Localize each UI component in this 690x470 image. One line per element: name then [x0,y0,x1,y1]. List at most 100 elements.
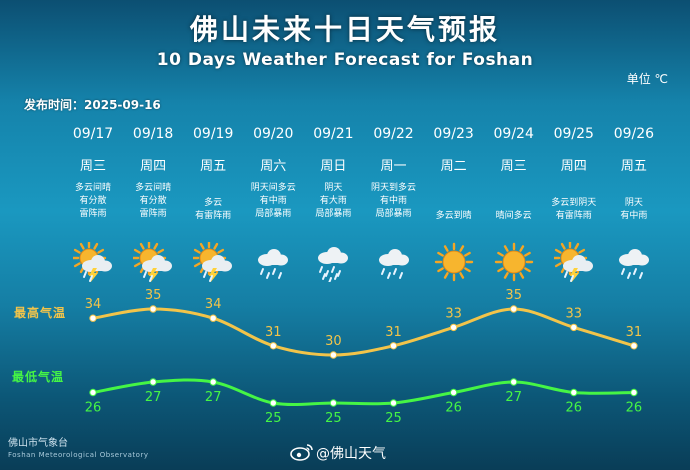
day-date: 09/25 [553,126,594,142]
day-date: 09/24 [493,126,534,142]
day-description: 阴天 有中雨 [604,197,664,223]
day-description: 多云间晴有分散雷阵雨 [63,182,123,221]
weibo-handle: @佛山天气 [316,446,386,462]
day-description-line: 多云到阴天 [551,198,597,208]
day-weekday: 周一 [380,159,407,174]
cloud-rain-icon [618,249,649,279]
low-temp-point [510,378,518,386]
low-temp-value-label: 26 [85,401,102,416]
day-weekday: 周五 [200,159,227,174]
day-description-line: 晴间多云 [495,211,532,221]
low-temp-point [329,399,338,407]
legend-high: 最高气温 [14,306,67,320]
day-description: 阴天 有大雨 局部暴雨 [303,182,363,221]
low-temp-point [269,399,277,407]
high-temp-value-label: 35 [145,288,162,303]
low-temp-value-label: 27 [145,390,162,405]
high-temp-value-label: 34 [85,297,102,312]
day-description-line: 有雷阵雨 [195,211,232,221]
day-description-line: 多云间晴 [74,183,111,193]
high-temp-value-label: 30 [325,334,342,349]
low-temp-value-label: 26 [566,401,583,416]
day-date: 09/21 [313,126,354,142]
high-temp-value-label: 33 [566,306,583,321]
high-temp-point [329,351,338,359]
day-weekday: 周三 [500,159,527,174]
day-description-line: 局部暴雨 [255,209,292,219]
day-weekday: 周四 [140,159,167,174]
unit-label: 单位 ℃ [626,72,668,86]
day-description-line: 阴天到多云 [370,183,416,193]
day-weekday: 周四 [560,159,587,174]
day-description: 阴天间多云有中雨局部暴雨 [243,182,303,221]
issue-date: 2025-09-16 [84,98,161,112]
high-temp-value-label: 33 [445,306,462,321]
low-temp-value-label: 25 [385,411,402,426]
day-description-line: 多云到晴 [435,211,472,221]
high-temp-value-label: 34 [205,297,222,312]
day-date: 09/26 [613,126,655,142]
day-description-line: 有中雨 [620,211,648,221]
high-temp-value-label: 31 [626,325,643,340]
weibo-icon [290,444,313,461]
low-temp-value-label: 25 [325,411,342,426]
day-description-line: 阴天间多云 [250,183,296,193]
day-description: 多云到阴天 有雷阵雨 [544,197,604,223]
day-description-line: 有分散 [139,196,167,206]
sun-icon [434,242,473,282]
day-date: 09/18 [132,126,174,142]
high-temp-point [209,314,217,322]
footer-org-cn: 佛山市气象台 [8,438,68,449]
legend-low: 最低气温 [12,370,65,384]
day-date: 09/23 [433,126,474,142]
low-temp-value-label: 27 [205,390,222,405]
low-temp-point [89,388,97,397]
day-description-line: 有分散 [79,196,107,206]
cloud-rain-icon [258,249,289,279]
day-description-line: 阴天 [624,198,643,208]
low-temp-value-label: 26 [445,401,462,416]
day-date: 09/17 [72,126,114,142]
high-temp-value-label: 31 [265,325,282,340]
day-weekday: 周二 [440,159,467,174]
cloud-rain-icon [378,249,409,279]
day-weekday: 周五 [620,159,647,174]
title-en: 10 Days Weather Forecast for Foshan [156,50,534,70]
high-temp-point [449,323,458,332]
low-temp-point [209,378,217,386]
low-temp-point [389,399,398,407]
day-description-line: 雷阵雨 [139,209,167,219]
sun-icon [494,242,533,282]
footer-org-en: Foshan Meteorological Observatory [8,451,149,459]
low-temp-value-label: 27 [505,390,522,405]
day-description-line: 多云间晴 [135,183,172,193]
day-description-line: 雷阵雨 [79,209,107,219]
day-date: 09/20 [253,126,294,142]
issue-label: 发布时间： [24,98,85,112]
sun-cloud-thunder-icon [73,242,112,282]
day-description-line: 阴天 [324,183,343,193]
high-temp-point [269,342,277,350]
high-temp-point [389,342,398,350]
sun-cloud-thunder-icon [133,242,173,282]
day-description: 阴天到多云 有中雨 局部暴雨 [364,182,424,221]
low-temp-value-label: 26 [626,401,643,416]
low-temp-point [149,378,157,386]
day-weekday: 周六 [260,159,287,174]
high-temp-point [570,323,578,332]
low-temp-value-label: 25 [265,411,282,426]
day-weekday: 周日 [320,159,347,174]
sun-cloud-thunder-icon [553,242,593,282]
title-cn: 佛山未来十日天气预报 [189,13,500,46]
day-weekday: 周三 [79,159,106,174]
low-temp-point [630,388,638,397]
high-temp-point [89,314,97,322]
day-description-line: 有雷阵雨 [555,211,592,221]
cloud-heavy-rain-icon [318,247,349,282]
day-description-line: 多云 [204,198,223,208]
day-description-line: 有中雨 [259,196,287,206]
high-temp-point [630,342,638,350]
day-date: 09/19 [193,126,234,142]
